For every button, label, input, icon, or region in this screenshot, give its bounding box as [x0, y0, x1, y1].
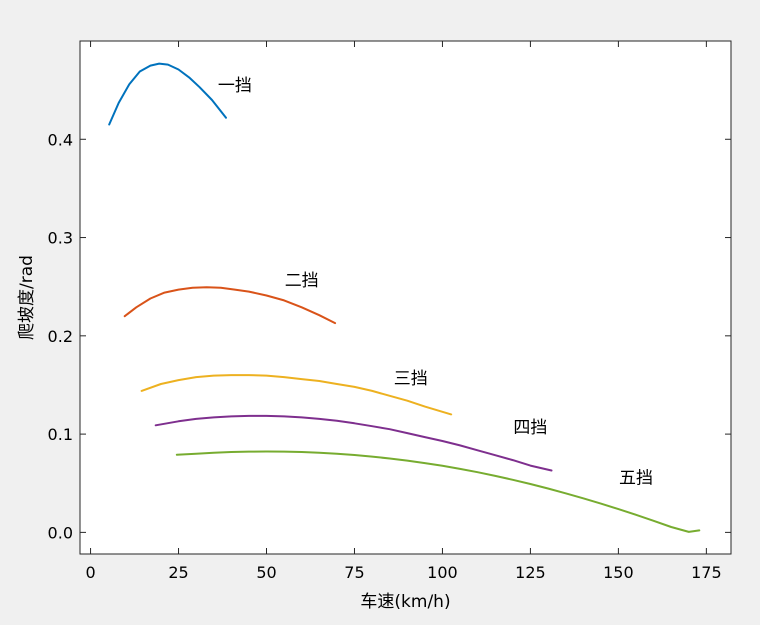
series-line — [154, 414, 553, 472]
y-tick-label: 0.0 — [48, 523, 73, 542]
series-line — [108, 62, 227, 126]
series-label: 一挡 — [218, 76, 252, 96]
plot-area — [79, 40, 732, 555]
y-tick-label: 0.2 — [48, 327, 73, 346]
x-tick-label: 25 — [168, 563, 188, 582]
x-tick-label: 50 — [256, 563, 276, 582]
x-tick-label: 75 — [344, 563, 364, 582]
x-tick-label: 175 — [691, 563, 722, 582]
x-tick-label: 125 — [515, 563, 546, 582]
series-label: 二挡 — [285, 271, 319, 291]
x-tick-label: 100 — [427, 563, 458, 582]
series-label: 三挡 — [394, 369, 428, 389]
y-tick-label: 0.3 — [48, 229, 73, 248]
x-axis-label: 车速(km/h) — [360, 592, 450, 612]
y-tick-label: 0.1 — [48, 425, 73, 444]
axis-ticks: 0 25 50 75 100 125 150 175 0.0 0.1 0.2 0.3 0.4 — [48, 41, 731, 582]
y-tick-label: 0.4 — [48, 130, 73, 149]
series-label: 五挡 — [619, 468, 653, 488]
y-axis-label: 爬坡度/rad — [17, 255, 37, 340]
series-line — [140, 374, 453, 416]
series-lines — [108, 62, 701, 533]
series-line — [175, 450, 701, 533]
x-tick-label: 150 — [603, 563, 634, 582]
series-line — [123, 286, 337, 325]
x-tick-label: 0 — [85, 563, 95, 582]
series-label: 四挡 — [513, 418, 547, 438]
